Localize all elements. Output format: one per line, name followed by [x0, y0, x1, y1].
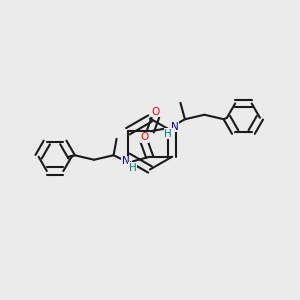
- Text: N: N: [171, 122, 179, 132]
- Text: H: H: [129, 163, 136, 173]
- Text: N: N: [122, 156, 130, 166]
- Text: O: O: [152, 107, 160, 117]
- Text: H: H: [164, 129, 172, 139]
- Text: O: O: [140, 132, 148, 142]
